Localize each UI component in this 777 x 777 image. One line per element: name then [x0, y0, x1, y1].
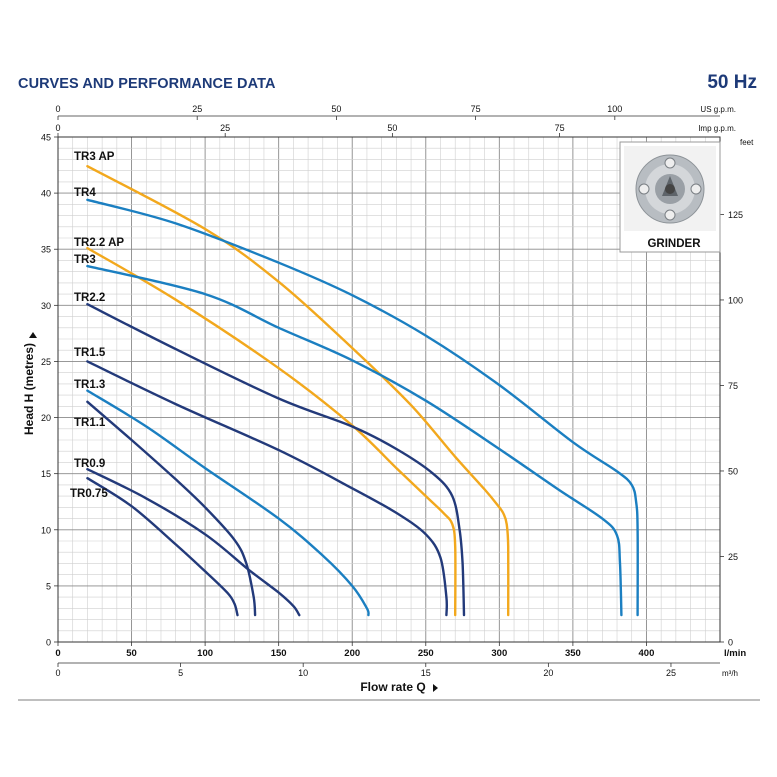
tick-label-m3h: 10: [298, 668, 308, 678]
tick-label-feet: 50: [728, 466, 738, 476]
curve-tr2-2-ap: [86, 246, 457, 617]
tick-label-lmin: 250: [418, 648, 434, 659]
tick-label-head: 45: [41, 133, 51, 143]
tick-label-lmin: 350: [565, 648, 581, 659]
tick-label-usgpm: 25: [192, 104, 202, 114]
tick-label-feet: 75: [728, 381, 738, 391]
curve-label-tr0-75: TR0.75: [70, 488, 108, 500]
frequency-label: 50 Hz: [707, 72, 757, 93]
tick-label-feet: 0: [728, 638, 733, 648]
tick-label-lmin: 150: [271, 648, 287, 659]
tick-label-m3h: 20: [543, 668, 553, 678]
curve-tr1-3: [86, 389, 370, 617]
curve-label-tr2-2: TR2.2: [74, 292, 105, 304]
tick-label-lmin: 300: [491, 648, 507, 659]
grinder-inset: GRINDER: [619, 141, 721, 253]
tick-label-usgpm: 0: [55, 104, 60, 114]
curve-label-tr4: TR4: [74, 187, 96, 199]
y-axis-title: Head H (metres): [22, 343, 36, 435]
curve-label-tr2-2-ap: TR2.2 AP: [74, 237, 124, 249]
tick-label-head: 5: [46, 581, 51, 591]
tick-label-impgpm: 50: [387, 123, 397, 133]
grinder-label: GRINDER: [647, 238, 701, 250]
tick-label-m3h: 5: [178, 668, 183, 678]
chart-frame: [18, 115, 760, 701]
tick-label-impgpm: 75: [555, 123, 565, 133]
curve-tr0-9: [86, 468, 301, 617]
curve-tr1-1: [86, 400, 257, 617]
x-axis-title: Flow rate Q: [360, 680, 425, 694]
tick-label-head: 35: [41, 245, 51, 255]
tick-label-lmin: 400: [639, 648, 655, 659]
chart-grid: [58, 137, 720, 642]
tick-label-head: 15: [41, 469, 51, 479]
curve-label-tr3-ap: TR3 AP: [74, 151, 115, 163]
tick-label-head: 40: [41, 189, 51, 199]
impgpm-unit-label: Imp g.p.m.: [698, 124, 736, 133]
tick-label-m3h: 25: [666, 668, 676, 678]
tick-label-m3h: 15: [421, 668, 431, 678]
m3h-unit-label: m³/h: [722, 669, 738, 678]
x-axis-arrow-icon: [433, 684, 438, 692]
tick-label-head: 25: [41, 357, 51, 367]
chart-curves: [86, 165, 639, 617]
tick-label-feet: 100: [728, 295, 743, 305]
tick-label-feet: 25: [728, 552, 738, 562]
tick-label-usgpm: 75: [471, 104, 481, 114]
tick-label-impgpm: 0: [55, 123, 60, 133]
curve-label-tr0-9: TR0.9: [74, 458, 105, 470]
curve-label-tr3: TR3: [74, 254, 96, 266]
usgpm-unit-label: US g.p.m.: [700, 105, 736, 114]
tick-label-head: 30: [41, 301, 51, 311]
tick-label-usgpm: 100: [607, 104, 622, 114]
tick-label-lmin: 50: [126, 648, 137, 659]
tick-label-head: 0: [46, 638, 51, 648]
tick-label-feet: 125: [728, 210, 743, 220]
curve-tr2-2: [86, 303, 466, 617]
tick-label-head: 10: [41, 525, 51, 535]
curve-tr3: [86, 264, 623, 617]
tick-label-m3h: 0: [55, 668, 60, 678]
page-title: CURVES AND PERFORMANCE DATA: [18, 76, 276, 92]
tick-label-lmin: 200: [344, 648, 360, 659]
grinder-icon: [635, 154, 705, 224]
axis-labels: Flow rate Q Head H (metres): [22, 332, 438, 694]
tick-label-impgpm: 25: [220, 123, 230, 133]
y-axis-arrow-icon: [29, 332, 37, 338]
tick-label-head: 20: [41, 413, 51, 423]
curve-tr1-5: [86, 360, 449, 617]
curve-tr0-75: [86, 477, 239, 617]
curve-labels: TR3 AP TR4 TR2.2 AP TR3 TR2.2 TR1.5 TR1.3 TR1.1…: [70, 151, 124, 500]
curve-label-tr1-5: TR1.5: [74, 347, 106, 359]
tick-label-lmin: 0: [55, 648, 60, 659]
feet-unit-label: feet: [740, 138, 754, 147]
plot-border: [57, 136, 721, 643]
tick-label-lmin: 100: [197, 648, 213, 659]
curve-tr4: [86, 198, 639, 617]
curve-label-tr1-3: TR1.3: [74, 379, 105, 391]
lmin-unit-label: l/min: [724, 648, 746, 659]
curve-label-tr1-1: TR1.1: [74, 417, 106, 429]
curve-tr3-ap: [86, 165, 510, 617]
tick-label-usgpm: 50: [331, 104, 341, 114]
